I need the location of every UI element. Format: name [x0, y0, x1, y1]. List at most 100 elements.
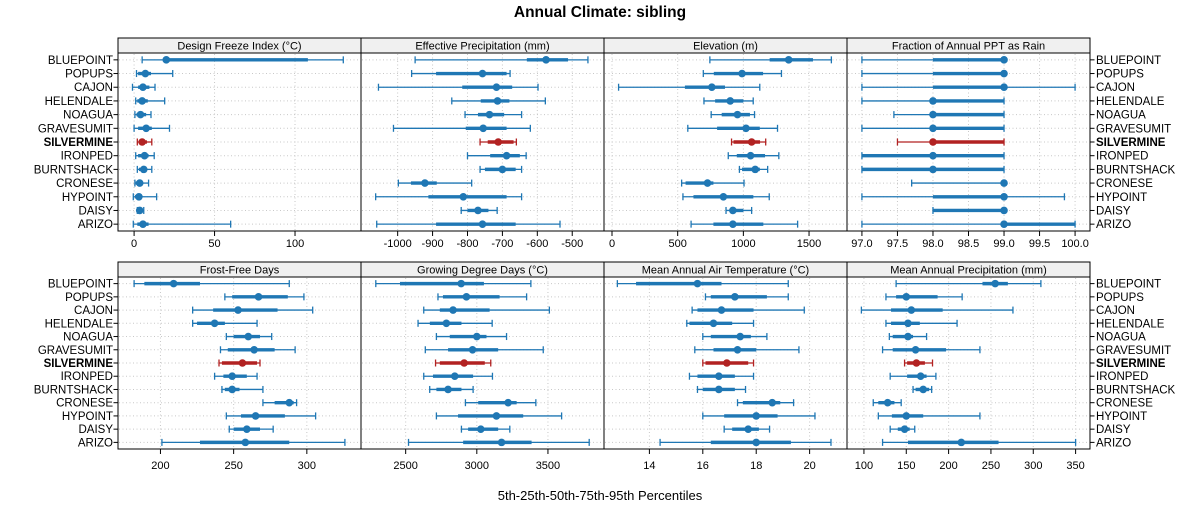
interval-daisy	[135, 206, 145, 215]
median-dot	[719, 192, 728, 201]
interval-daisy	[932, 206, 1008, 215]
median-dot	[485, 110, 494, 119]
interval-cronese	[397, 179, 473, 187]
median-dot	[693, 279, 702, 288]
median-dot	[929, 165, 937, 174]
interval-popups	[702, 69, 783, 78]
site-label-left: GRAVESUMIT	[38, 123, 113, 135]
panel-strip-title: Elevation (m)	[693, 41, 758, 53]
interval-noagua	[888, 332, 928, 341]
interval-ironped	[213, 372, 258, 381]
interval-ironped	[861, 151, 1005, 160]
median-dot	[244, 332, 253, 341]
median-dot	[493, 97, 502, 105]
site-label-right: POPUPS	[1096, 292, 1144, 304]
panel-strip-title: Frost-Free Days	[200, 265, 280, 277]
interval-hypoint	[375, 192, 523, 201]
interval-cronese	[464, 398, 537, 407]
median-dot	[498, 165, 507, 174]
interval-helendale	[451, 97, 546, 105]
interval-noagua	[893, 110, 1005, 119]
median-dot	[140, 151, 149, 160]
site-label-left: ARIZO	[78, 437, 113, 449]
site-label-left: HELENDALE	[45, 96, 114, 108]
interval-burntshack	[696, 385, 747, 394]
site-label-left: HYPOINT	[62, 411, 113, 423]
median-dot	[243, 425, 251, 433]
median-dot	[904, 332, 912, 341]
interval-silvermine	[218, 359, 261, 367]
interval-arizo	[881, 438, 1077, 447]
median-dot	[238, 359, 247, 367]
axis-tick-label: 99.0	[993, 238, 1014, 250]
axis-tick-label: 300	[1024, 460, 1042, 472]
site-label-right: BLUEPOINT	[1096, 279, 1161, 291]
interval-daisy	[889, 425, 916, 433]
site-label-right: DAISY	[1096, 424, 1131, 436]
interval-cajon	[691, 306, 805, 314]
median-dot	[733, 110, 742, 119]
axis-tick-label: 100	[855, 460, 873, 472]
site-label-left: IRONPED	[61, 371, 113, 383]
median-dot	[285, 398, 294, 407]
median-dot	[752, 412, 761, 420]
median-dot	[474, 206, 482, 215]
median-dot	[747, 138, 756, 146]
axis-tick-label: 300	[298, 460, 316, 472]
interval-gravesumit	[694, 345, 800, 354]
site-label-right: CRONESE	[1096, 398, 1153, 410]
interval-daisy	[460, 206, 498, 215]
interval-hypoint	[702, 412, 816, 420]
median-dot	[742, 124, 750, 133]
site-label-right: SILVERMINE	[1096, 358, 1166, 370]
median-dot	[784, 56, 793, 64]
site-label-right: NOAGUA	[1096, 110, 1146, 122]
interval-silvermine	[896, 138, 1005, 146]
site-label-right: SILVERMINE	[1096, 137, 1166, 149]
median-dot	[1000, 83, 1008, 92]
axis-tick-label: -500	[561, 238, 583, 250]
interval-hypoint	[877, 412, 981, 420]
interval-hypoint	[132, 192, 158, 201]
interval-cajon	[377, 83, 539, 92]
median-dot	[1000, 192, 1008, 201]
median-dot	[442, 319, 451, 328]
median-dot	[476, 425, 485, 433]
median-dot	[1000, 206, 1008, 215]
interval-popups	[224, 293, 305, 301]
panel-strip-title: Mean Annual Air Temperature (°C)	[642, 265, 809, 277]
interval-popups	[135, 69, 174, 78]
site-label-right: HYPOINT	[1096, 192, 1147, 204]
median-dot	[251, 412, 260, 420]
interval-silvermine	[479, 138, 518, 146]
interval-burntshack	[429, 385, 474, 394]
interval-ironped	[135, 151, 155, 160]
interval-daisy	[460, 425, 511, 433]
site-label-left: IRONPED	[61, 151, 113, 163]
interval-daisy	[725, 206, 753, 215]
interval-popups	[704, 293, 789, 301]
axis-tick-label: -900	[422, 238, 444, 250]
median-dot	[457, 279, 465, 288]
interval-popups	[410, 69, 511, 78]
axis-tick-label: 18	[750, 460, 762, 472]
site-label-left: POPUPS	[65, 292, 113, 304]
site-label-left: HELENDALE	[45, 318, 114, 330]
median-dot	[542, 56, 550, 64]
axis-tick-label: 150	[897, 460, 915, 472]
axis-tick-label: -1000	[384, 238, 412, 250]
median-dot	[726, 97, 735, 105]
interval-helendale	[885, 319, 958, 328]
interval-helendale	[703, 97, 754, 105]
median-dot	[729, 220, 737, 228]
site-label-right: BURNTSHACK	[1096, 164, 1176, 176]
median-dot	[497, 438, 506, 447]
interval-popups	[885, 293, 963, 301]
median-dot	[135, 179, 144, 187]
panel-frost-free-days: 200 250 300 Frost-Free Days	[117, 261, 362, 472]
median-dot	[141, 69, 150, 78]
interval-cronese	[680, 179, 745, 187]
interval-hypoint	[682, 192, 770, 201]
interval-gravesumit	[687, 124, 779, 133]
